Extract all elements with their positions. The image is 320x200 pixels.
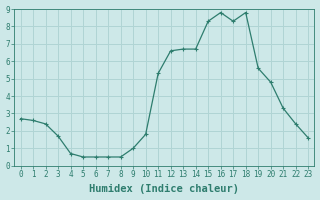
X-axis label: Humidex (Indice chaleur): Humidex (Indice chaleur): [89, 184, 239, 194]
